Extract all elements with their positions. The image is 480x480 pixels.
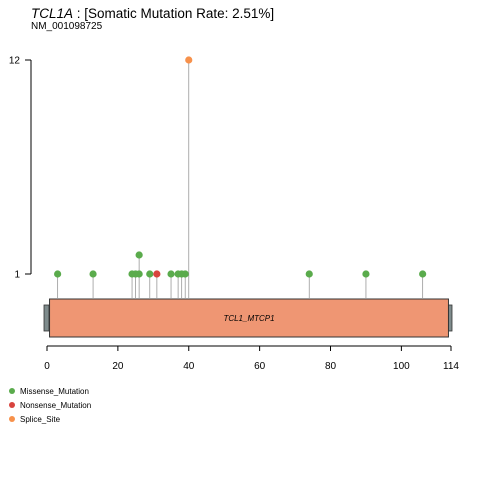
- legend-dot: [9, 402, 15, 408]
- mutation-point: [54, 270, 62, 278]
- x-tick-label: 0: [44, 361, 50, 372]
- protein-cap-left: [43, 304, 50, 332]
- x-tick-label: 40: [183, 361, 195, 372]
- mutation-point: [153, 270, 161, 278]
- mutation-point: [181, 270, 189, 278]
- legend-label: Splice_Site: [20, 414, 61, 424]
- mutation-point: [185, 56, 193, 64]
- mutation-point: [167, 270, 175, 278]
- gene-name: TCL1A: [31, 6, 74, 21]
- x-tick-label: 80: [325, 361, 337, 372]
- x-tick-label: 114: [443, 361, 459, 372]
- legend-item: Nonsense_Mutation: [9, 398, 91, 412]
- legend-label: Nonsense_Mutation: [20, 400, 92, 410]
- mutation-point: [419, 270, 427, 278]
- x-tick-label: 20: [112, 361, 124, 372]
- legend: Missense_Mutation Nonsense_Mutation Splice…: [9, 384, 91, 426]
- mutation-sticks: [57, 60, 424, 299]
- mutation-points: [54, 56, 427, 278]
- chart-title: TCL1A : [Somatic Mutation Rate: 2.51%]: [31, 6, 274, 21]
- protein-track: TCL1_MTCP1: [43, 298, 453, 338]
- y-tick-label: 1: [14, 270, 20, 281]
- legend-dot: [9, 416, 15, 422]
- lollipop-plot: 1 12 0 20 40 60 80 100 114 TCL1_MTCP1: [9, 56, 460, 373]
- mutation-point: [146, 270, 154, 278]
- x-tick-label: 60: [254, 361, 266, 372]
- domain-label: TCL1_MTCP1: [223, 314, 274, 323]
- legend-item: Splice_Site: [9, 412, 91, 426]
- protein-domain: [49, 298, 449, 338]
- legend-label: Missense_Mutation: [20, 386, 89, 396]
- axes: 1 12 0 20 40 60 80 100 114: [9, 56, 460, 373]
- mutation-point: [135, 270, 143, 278]
- x-tick-label: 100: [393, 361, 410, 372]
- y-tick-label: 12: [9, 56, 21, 67]
- legend-item: Missense_Mutation: [9, 384, 91, 398]
- mutation-point: [135, 251, 143, 259]
- mutation-point: [305, 270, 313, 278]
- transcript-id: NM_001098725: [31, 21, 103, 32]
- mutation-point: [362, 270, 370, 278]
- legend-dot: [9, 388, 15, 394]
- mutation-rate-text: : [Somatic Mutation Rate: 2.51%]: [73, 6, 275, 21]
- mutation-point: [89, 270, 97, 278]
